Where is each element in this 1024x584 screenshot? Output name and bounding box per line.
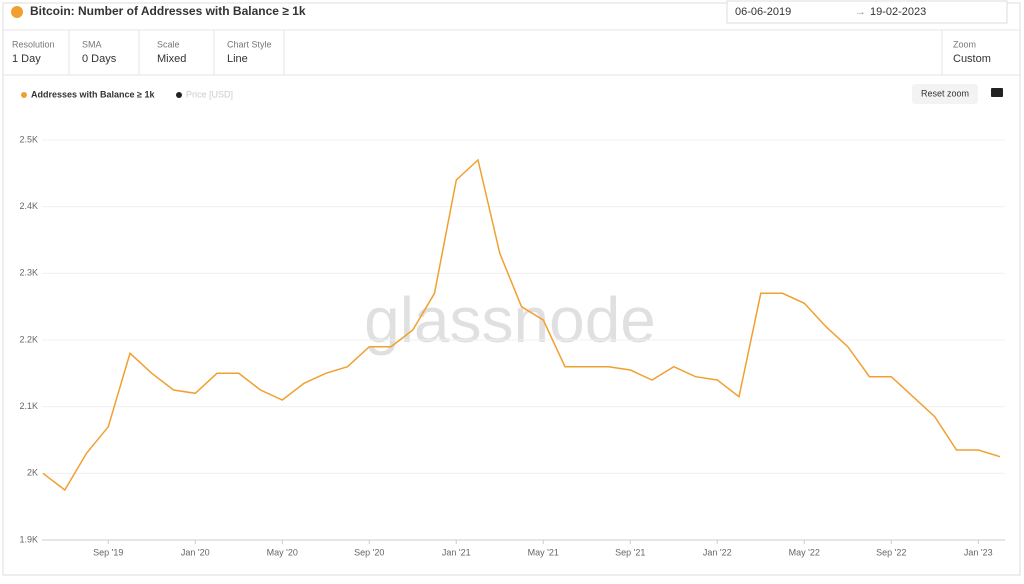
y-tick-label: 2K — [27, 468, 38, 478]
x-tick-label: May '21 — [528, 547, 559, 557]
control-label: SMA — [82, 39, 102, 49]
control-value[interactable]: Line — [227, 53, 248, 65]
y-tick-label: 1.9K — [19, 534, 38, 544]
x-tick-label: Sep '21 — [615, 547, 645, 557]
legend-marker — [21, 92, 27, 98]
y-tick-label: 2.1K — [19, 401, 38, 411]
control-value[interactable]: 1 Day — [12, 53, 41, 65]
x-tick-label: Jan '21 — [442, 547, 471, 557]
title: Bitcoin: Number of Addresses with Balanc… — [30, 4, 306, 18]
data-line — [42, 158, 1001, 492]
date-to[interactable]: 19-02-2023 — [870, 6, 926, 18]
legend-label[interactable]: Addresses with Balance ≥ 1k — [31, 89, 155, 99]
y-tick-label: 2.2K — [19, 334, 38, 344]
arrow: → — [855, 6, 866, 18]
control-label: Zoom — [953, 39, 976, 49]
y-tick-label: 2.4K — [19, 201, 38, 211]
y-tick-label: 2.3K — [19, 268, 38, 278]
control-value[interactable]: 0 Days — [82, 53, 117, 65]
control-label: Chart Style — [227, 39, 272, 49]
x-tick-label: Jan '23 — [964, 547, 993, 557]
watermark: glassnode — [364, 284, 656, 356]
x-tick-label: May '20 — [267, 547, 298, 557]
x-tick-label: Sep '20 — [354, 547, 384, 557]
control-value[interactable]: Custom — [953, 53, 991, 65]
date-from[interactable]: 06-06-2019 — [735, 6, 791, 18]
btc-icon — [11, 6, 23, 18]
x-tick-label: Jan '22 — [703, 547, 732, 557]
reset-zoom[interactable]: Reset zoom — [921, 88, 969, 98]
legend-label[interactable]: Price [USD] — [186, 89, 233, 99]
x-tick-label: Sep '19 — [93, 547, 123, 557]
control-value[interactable]: Mixed — [157, 53, 186, 65]
reset-zoom-button[interactable] — [912, 84, 978, 104]
control-label: Scale — [157, 39, 180, 49]
camera-icon[interactable] — [991, 88, 1003, 97]
legend-marker — [176, 92, 182, 98]
frame — [2, 2, 1021, 576]
control-label: Resolution — [12, 39, 55, 49]
y-tick-label: 2.5K — [19, 134, 38, 144]
x-tick-label: May '22 — [789, 547, 820, 557]
x-tick-label: Jan '20 — [181, 547, 210, 557]
date-range[interactable] — [726, 0, 1008, 24]
x-tick-label: Sep '22 — [876, 547, 906, 557]
